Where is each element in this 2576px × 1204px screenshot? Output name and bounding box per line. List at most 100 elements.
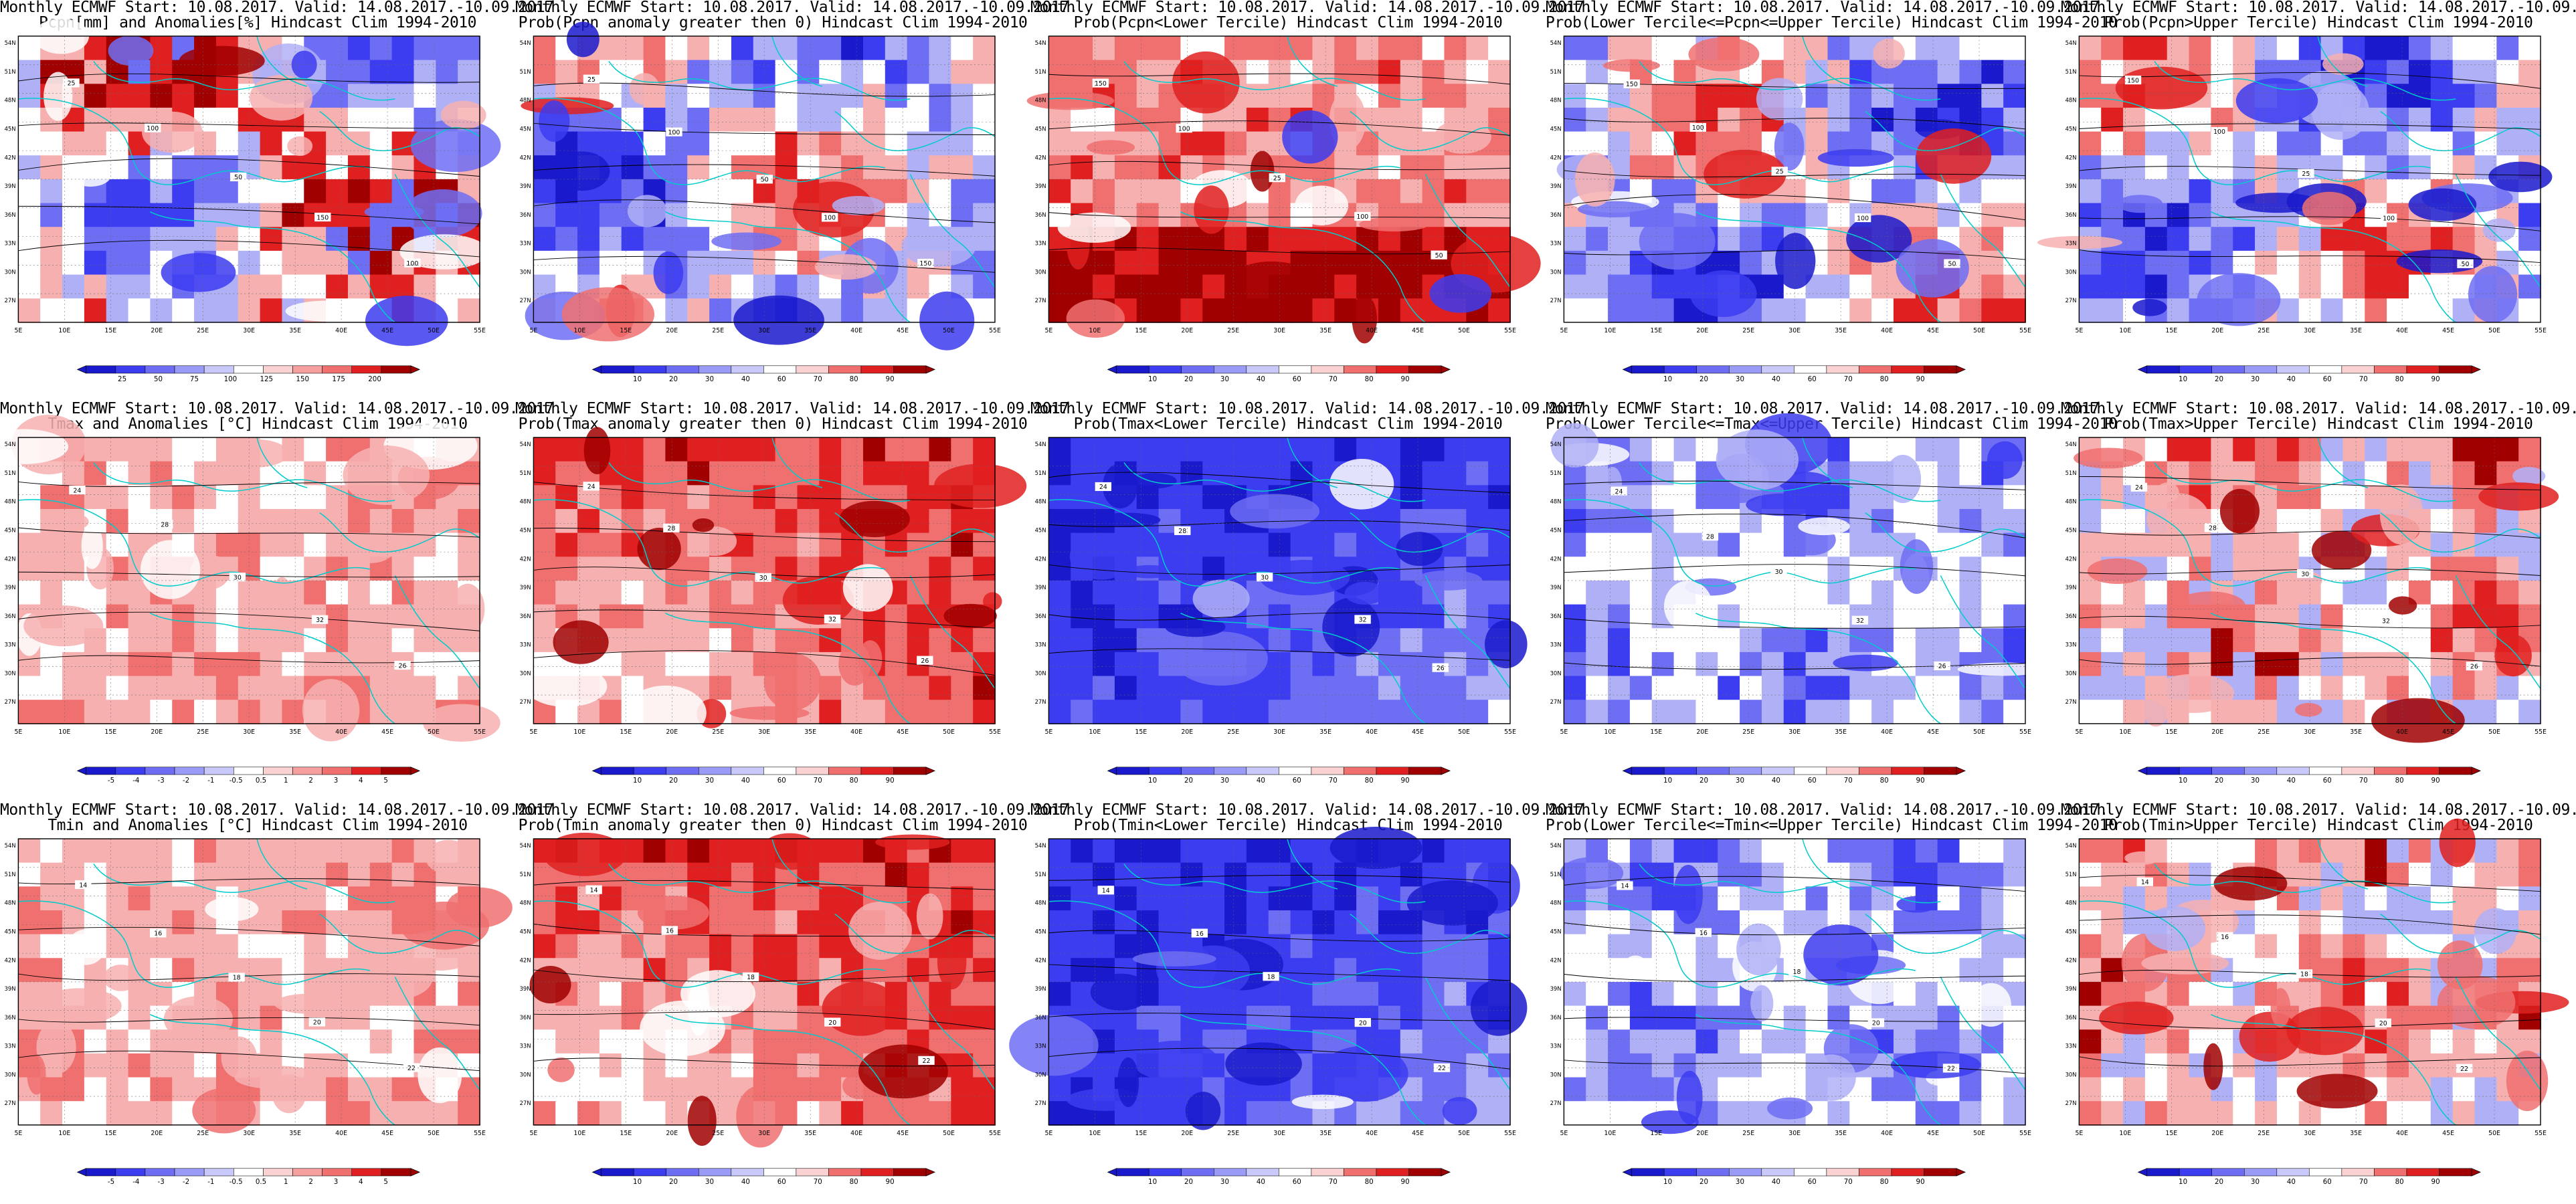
map-frame xyxy=(1048,35,1511,323)
colorbar-tick-label: 90 xyxy=(1916,375,1925,383)
field-cell xyxy=(862,676,886,701)
field-cell xyxy=(1400,250,1423,276)
field-cell xyxy=(862,298,886,323)
field-cell xyxy=(1136,155,1160,180)
field-cell xyxy=(1400,958,1423,983)
colorbar-tick-label: 200 xyxy=(368,375,381,383)
coastline-path xyxy=(665,1014,911,1126)
field-cell xyxy=(1268,179,1291,204)
field-cell xyxy=(973,532,996,558)
colorbar-tick-label: 40 xyxy=(741,777,750,785)
colorbar-swatch xyxy=(381,1168,411,1177)
field-cell xyxy=(2430,532,2454,558)
field-blob xyxy=(410,119,501,173)
field-cell xyxy=(1695,676,1719,701)
field-cell xyxy=(929,60,952,85)
field-cell xyxy=(106,298,129,323)
field-cell xyxy=(665,958,688,983)
field-cell xyxy=(1586,1077,1608,1102)
field-cell xyxy=(1981,107,2005,132)
field-cell xyxy=(2408,84,2431,108)
lon-tick-label: 55E xyxy=(474,1130,486,1137)
lon-tick-label: 45E xyxy=(2442,728,2454,736)
contour-label: 22 xyxy=(403,1063,420,1072)
field-cell xyxy=(2079,84,2102,108)
field-cell xyxy=(238,179,261,204)
field-cell xyxy=(194,227,217,252)
field-cell xyxy=(1959,886,1983,911)
field-cell xyxy=(929,437,952,462)
field-cell xyxy=(1871,628,1894,653)
field-cell xyxy=(347,886,371,911)
field-cell xyxy=(18,580,41,605)
field-cell xyxy=(621,1077,644,1102)
field-cell xyxy=(2496,532,2520,558)
field-cell xyxy=(2365,250,2388,276)
field-cell xyxy=(282,910,305,935)
field-cell xyxy=(1246,676,1269,701)
field-cell xyxy=(2211,179,2234,204)
contour-line xyxy=(18,73,480,83)
field-cell xyxy=(2474,508,2498,534)
lat-tick-label: 36N xyxy=(1035,613,1046,619)
field-cell xyxy=(369,1053,393,1078)
field-cell xyxy=(1608,131,1631,157)
field-blob xyxy=(400,901,490,950)
colorbar-high-arrow xyxy=(2471,767,2482,775)
lon-tick-label: 30E xyxy=(1273,327,1285,334)
field-cell xyxy=(1629,485,1653,510)
field-cell xyxy=(1334,700,1358,724)
field-cell xyxy=(1871,437,1894,462)
field-cell xyxy=(2320,298,2344,323)
field-cell xyxy=(1378,274,1401,300)
field-cell xyxy=(84,298,107,323)
field-cell xyxy=(1400,862,1423,888)
coastline-path xyxy=(1940,977,2026,1090)
field-cell xyxy=(2298,839,2322,864)
map-frame xyxy=(1048,437,1511,724)
field-blob xyxy=(285,300,371,322)
field-cell xyxy=(215,84,239,108)
field-cell xyxy=(1959,532,1983,558)
field-blob xyxy=(1117,593,1147,607)
colorbar-tick-label: 30 xyxy=(705,777,714,785)
field-cell xyxy=(2298,508,2322,534)
field-cell xyxy=(599,580,622,605)
field-cell xyxy=(577,1029,600,1054)
lat-tick-label: 27N xyxy=(2065,297,2077,304)
field-cell xyxy=(1356,676,1379,701)
lat-tick-label: 39N xyxy=(1550,183,1562,189)
colorbar-high-arrow xyxy=(1441,1168,1451,1177)
field-cell xyxy=(106,676,129,701)
lat-tick-label: 42N xyxy=(520,555,531,562)
field-cell xyxy=(2189,203,2212,228)
lon-tick-label: 55E xyxy=(989,728,1001,736)
field-cell xyxy=(819,1101,842,1126)
field-cell xyxy=(369,886,393,911)
lon-tick-label: 50E xyxy=(1973,728,1985,736)
lon-tick-label: 15E xyxy=(1650,1130,1662,1137)
field-cell xyxy=(2079,910,2102,935)
field-cell xyxy=(150,155,173,180)
field-cell xyxy=(731,580,754,605)
colorbar-swatch xyxy=(2243,767,2278,775)
field-cell xyxy=(2365,580,2388,605)
colorbar-swatch xyxy=(893,365,927,374)
field-cell xyxy=(797,437,820,462)
field-cell xyxy=(1202,508,1226,534)
lat-tick-label: 48N xyxy=(1550,900,1562,906)
field-cell xyxy=(1608,1053,1631,1078)
field-cell xyxy=(2430,1029,2454,1054)
field-cell xyxy=(347,580,371,605)
field-cell xyxy=(391,1101,415,1126)
field-cell xyxy=(1158,485,1182,510)
field-cell xyxy=(194,84,217,108)
field-cell xyxy=(326,604,349,629)
field-cell xyxy=(2101,508,2124,534)
lon-tick-label: 10E xyxy=(1604,728,1616,736)
field-cell xyxy=(1466,508,1489,534)
field-cell xyxy=(2474,60,2498,85)
field-cell xyxy=(260,628,283,653)
field-cell xyxy=(862,107,886,132)
